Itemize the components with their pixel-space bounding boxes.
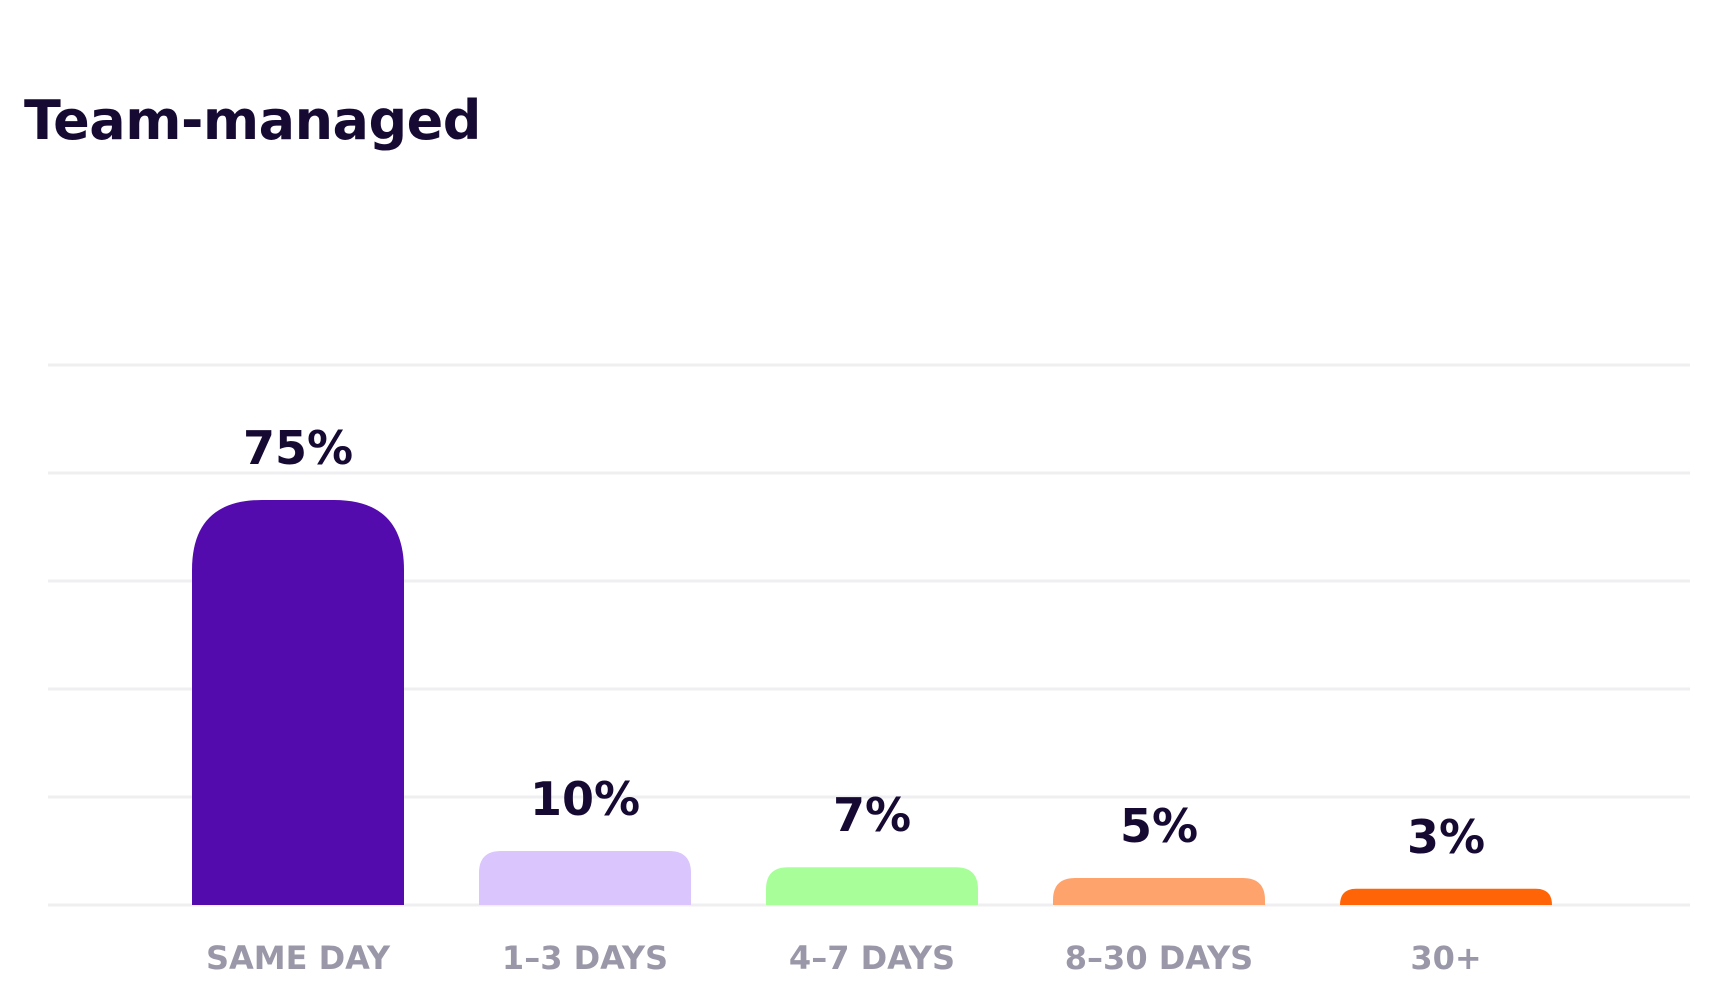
x-tick-label-30: 30+ [1410, 939, 1481, 977]
x-axis-tick-labels: SAME DAY 1–3 DAYS 4–7 DAYS 8–30 DAYS 30+ [206, 939, 1482, 977]
x-tick-label-8-30-days: 8–30 DAYS [1065, 939, 1253, 977]
value-label-8-30-days: 5% [1120, 799, 1198, 853]
bar-1-3-days [479, 851, 691, 905]
chart-title: Team-managed [24, 89, 481, 152]
bar-4-7-days [766, 867, 978, 905]
x-tick-label-1-3-days: 1–3 DAYS [502, 939, 668, 977]
value-labels: 75% 10% 7% 5% 3% [243, 421, 1485, 864]
x-tick-label-same-day: SAME DAY [206, 939, 391, 977]
value-label-30: 3% [1407, 810, 1485, 864]
x-tick-label-4-7-days: 4–7 DAYS [789, 939, 955, 977]
value-label-4-7-days: 7% [833, 788, 911, 842]
bar-30 [1340, 888, 1552, 905]
bar-8-30-days [1053, 878, 1265, 905]
value-label-same-day: 75% [243, 421, 353, 475]
bars [192, 500, 1552, 905]
value-label-1-3-days: 10% [530, 772, 640, 826]
bar-same-day [192, 500, 404, 905]
